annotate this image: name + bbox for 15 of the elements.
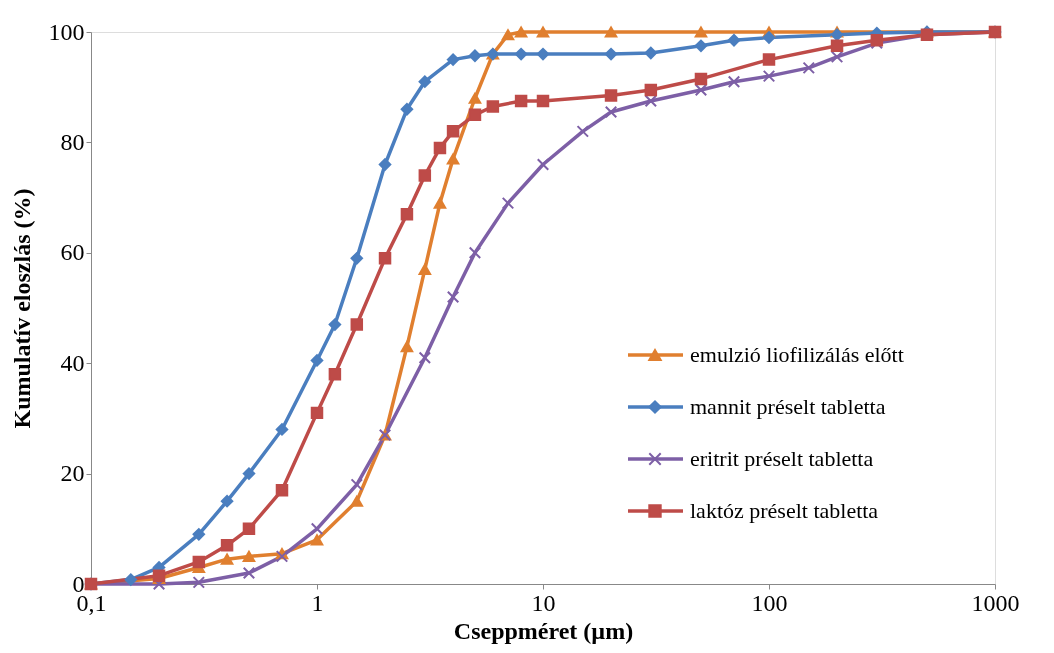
y-tick-label: 40 [60,349,85,376]
x-tick-label: 10 [531,589,556,616]
legend-label: mannit préselt tabletta [690,394,886,419]
legend-label: emulzió liofilizálás előtt [690,342,904,367]
y-tick-label: 80 [60,128,85,155]
y-axis-title: Kumulatív eloszlás (%) [8,188,35,429]
x-tick-label: 1 [311,589,324,616]
x-tick-label: 100 [751,589,788,616]
y-tick-label: 20 [60,460,85,487]
y-tick-label: 60 [60,239,85,266]
legend-label: laktóz préselt tabletta [690,498,879,523]
legend-label: eritrit préselt tabletta [690,446,874,471]
y-tick-label: 100 [48,18,85,45]
x-tick-label: 1000 [971,589,1020,616]
x-axis-title: Cseppméret (µm) [453,617,634,644]
